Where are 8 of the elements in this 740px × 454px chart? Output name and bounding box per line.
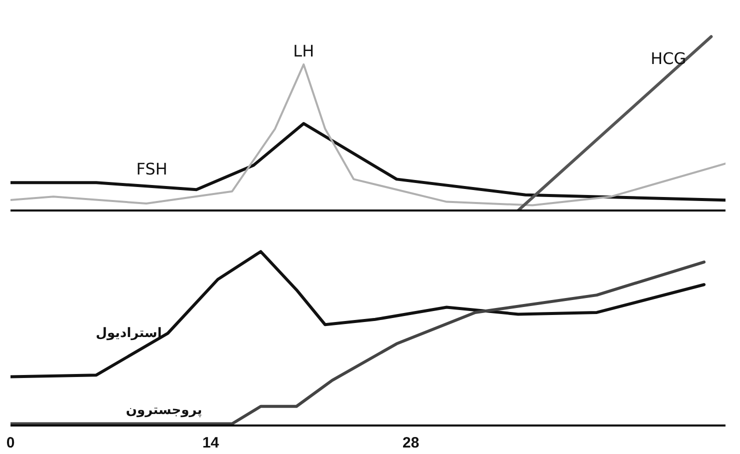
series-label: پروجسترون bbox=[126, 402, 202, 418]
x-tick-label: 0 bbox=[6, 434, 15, 452]
x-tick-label: 14 bbox=[202, 434, 220, 452]
series-label: استرادیول bbox=[96, 326, 162, 341]
series-label: HCG bbox=[650, 49, 686, 68]
series-label: LH bbox=[293, 41, 314, 60]
x-tick-label: 28 bbox=[402, 434, 420, 452]
series-label: FSH bbox=[136, 160, 168, 179]
